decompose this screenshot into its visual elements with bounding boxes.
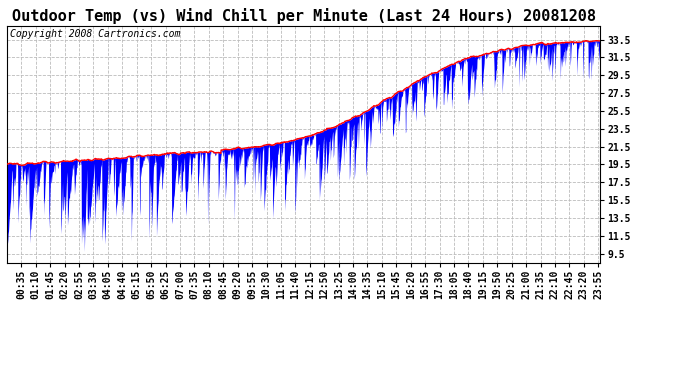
Text: Copyright 2008 Cartronics.com: Copyright 2008 Cartronics.com (10, 28, 180, 39)
Title: Outdoor Temp (vs) Wind Chill per Minute (Last 24 Hours) 20081208: Outdoor Temp (vs) Wind Chill per Minute … (12, 8, 595, 24)
